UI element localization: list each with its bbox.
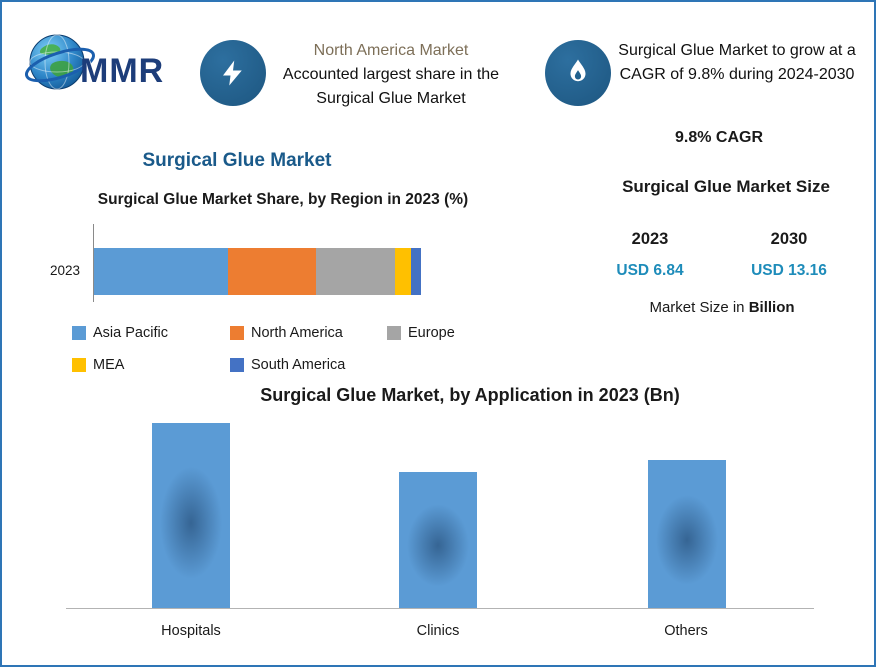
region-stacked-bar: [94, 248, 421, 295]
section-title: Surgical Glue Market: [142, 150, 332, 171]
value-2023: USD 6.84: [616, 262, 684, 279]
market-size-note: Market Size in Billion: [599, 299, 845, 316]
legend-label: North America: [251, 325, 343, 341]
highlight-cagr: Surgical Glue Market to grow at a CAGR o…: [618, 42, 856, 83]
category-label-others: Others: [664, 623, 708, 639]
highlight-title: North America Market: [313, 42, 469, 59]
mmr-logo: MMR: [22, 28, 212, 118]
lightning-icon: [223, 60, 242, 86]
legend-item: South America: [230, 357, 345, 373]
bar-segment-north-america: [228, 248, 317, 295]
market-size-2023: 2023 USD 6.84: [594, 230, 706, 280]
year-2030-label: 2030: [770, 230, 808, 248]
legend-label: Asia Pacific: [93, 325, 168, 341]
legend-swatch: [230, 326, 244, 340]
legend-item: Europe: [387, 325, 455, 341]
lightning-badge: [200, 40, 266, 106]
logo-text: MMR: [80, 52, 165, 90]
highlight-body: Accounted largest share in the Surgical …: [282, 66, 500, 107]
column-bar-others: [648, 460, 726, 608]
legend-item: Asia Pacific: [72, 325, 168, 341]
highlight-north-america: North America Market Accounted largest sh…: [258, 39, 524, 111]
market-size-note-text: Market Size in: [649, 299, 745, 316]
legend-item: MEA: [72, 357, 124, 373]
value-2030: USD 13.16: [751, 262, 827, 279]
market-size-note-unit: Billion: [748, 299, 795, 316]
cagr-label: 9.8% CAGR: [674, 129, 764, 146]
flame-icon: [570, 59, 586, 82]
legend-label: South America: [251, 357, 346, 373]
column-bar-hospitals: [152, 423, 230, 608]
application-chart-title: Surgical Glue Market, by Application in …: [260, 385, 680, 405]
column-bar-clinics: [399, 472, 477, 608]
bar-segment-europe: [316, 248, 395, 295]
legend-swatch: [387, 326, 401, 340]
legend-item: North America: [230, 325, 343, 341]
market-size-2030: 2030 USD 13.16: [733, 230, 845, 280]
year-2023-label: 2023: [631, 230, 669, 248]
region-row-label: 2023: [49, 263, 81, 278]
region-chart-title: Surgical Glue Market Share, by Region in…: [97, 191, 469, 208]
flame-badge: [545, 40, 611, 106]
category-label-hospitals: Hospitals: [161, 623, 221, 639]
market-size-title: Surgical Glue Market Size: [622, 177, 830, 196]
legend-swatch: [72, 358, 86, 372]
globe-icon: [25, 34, 95, 90]
bar-segment-south-america: [411, 248, 421, 295]
legend-swatch: [72, 326, 86, 340]
y-axis-line: [93, 224, 94, 302]
legend-label: MEA: [93, 357, 125, 373]
category-label-clinics: Clinics: [416, 623, 460, 639]
legend-swatch: [230, 358, 244, 372]
bar-segment-mea: [394, 248, 412, 295]
bar-segment-asia-pacific: [94, 248, 229, 295]
legend-label: Europe: [408, 325, 455, 341]
column-plot: [66, 412, 814, 609]
